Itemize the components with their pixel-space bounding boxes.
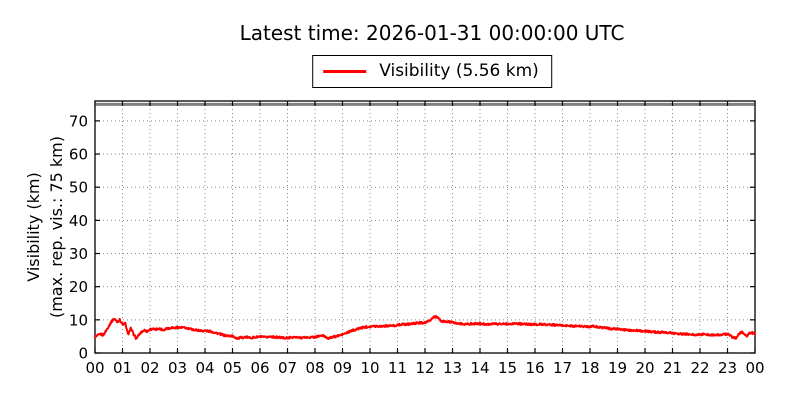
y-tick-label: 60	[69, 146, 88, 164]
legend-label: Visibility (5.56 km)	[379, 61, 539, 81]
y-axis-label-line1: Visibility (km)	[24, 172, 43, 282]
x-tick-label: 06	[250, 359, 269, 377]
y-axis-label: Visibility (km) (max. rep. vis.: 75 km)	[22, 136, 68, 318]
x-tick-label: 15	[498, 359, 517, 377]
x-tick-label: 19	[608, 359, 627, 377]
legend-line-sample	[323, 69, 367, 73]
y-tick-label: 50	[69, 179, 88, 197]
chart-title: Latest time: 2026-01-31 00:00:00 UTC	[239, 21, 625, 45]
x-tick-label: 10	[360, 359, 379, 377]
x-tick-label: 11	[388, 359, 407, 377]
axes-frame	[94, 100, 756, 354]
x-tick-label: 03	[168, 359, 187, 377]
x-tick-label: 04	[195, 359, 214, 377]
y-tick-label: 30	[69, 245, 88, 263]
x-tick-label: 14	[470, 359, 489, 377]
x-tick-label: 20	[635, 359, 654, 377]
x-tick-label: 12	[415, 359, 434, 377]
x-tick-label: 16	[525, 359, 544, 377]
x-tick-label: 09	[333, 359, 352, 377]
y-tick-label: 20	[69, 278, 88, 296]
x-tick-label: 22	[690, 359, 709, 377]
x-tick-label: 21	[663, 359, 682, 377]
y-tick-label: 40	[69, 212, 88, 230]
y-tick-label: 70	[69, 112, 88, 130]
x-tick-label: 18	[580, 359, 599, 377]
x-tick-label: 17	[553, 359, 572, 377]
x-tick-label: 00	[85, 359, 104, 377]
y-axis-label-line2: (max. rep. vis.: 75 km)	[47, 135, 66, 319]
x-tick-label: 07	[278, 359, 297, 377]
x-tick-label: 13	[443, 359, 462, 377]
x-tick-label: 05	[223, 359, 242, 377]
y-tick-label: 0	[78, 345, 88, 363]
x-tick-label: 00	[745, 359, 764, 377]
x-tick-label: 08	[305, 359, 324, 377]
x-tick-label: 01	[113, 359, 132, 377]
x-tick-label: 23	[718, 359, 737, 377]
visibility-series-line	[94, 314, 756, 341]
y-tick-label: 10	[69, 311, 88, 329]
legend: Visibility (5.56 km)	[312, 55, 552, 88]
x-tick-label: 02	[140, 359, 159, 377]
